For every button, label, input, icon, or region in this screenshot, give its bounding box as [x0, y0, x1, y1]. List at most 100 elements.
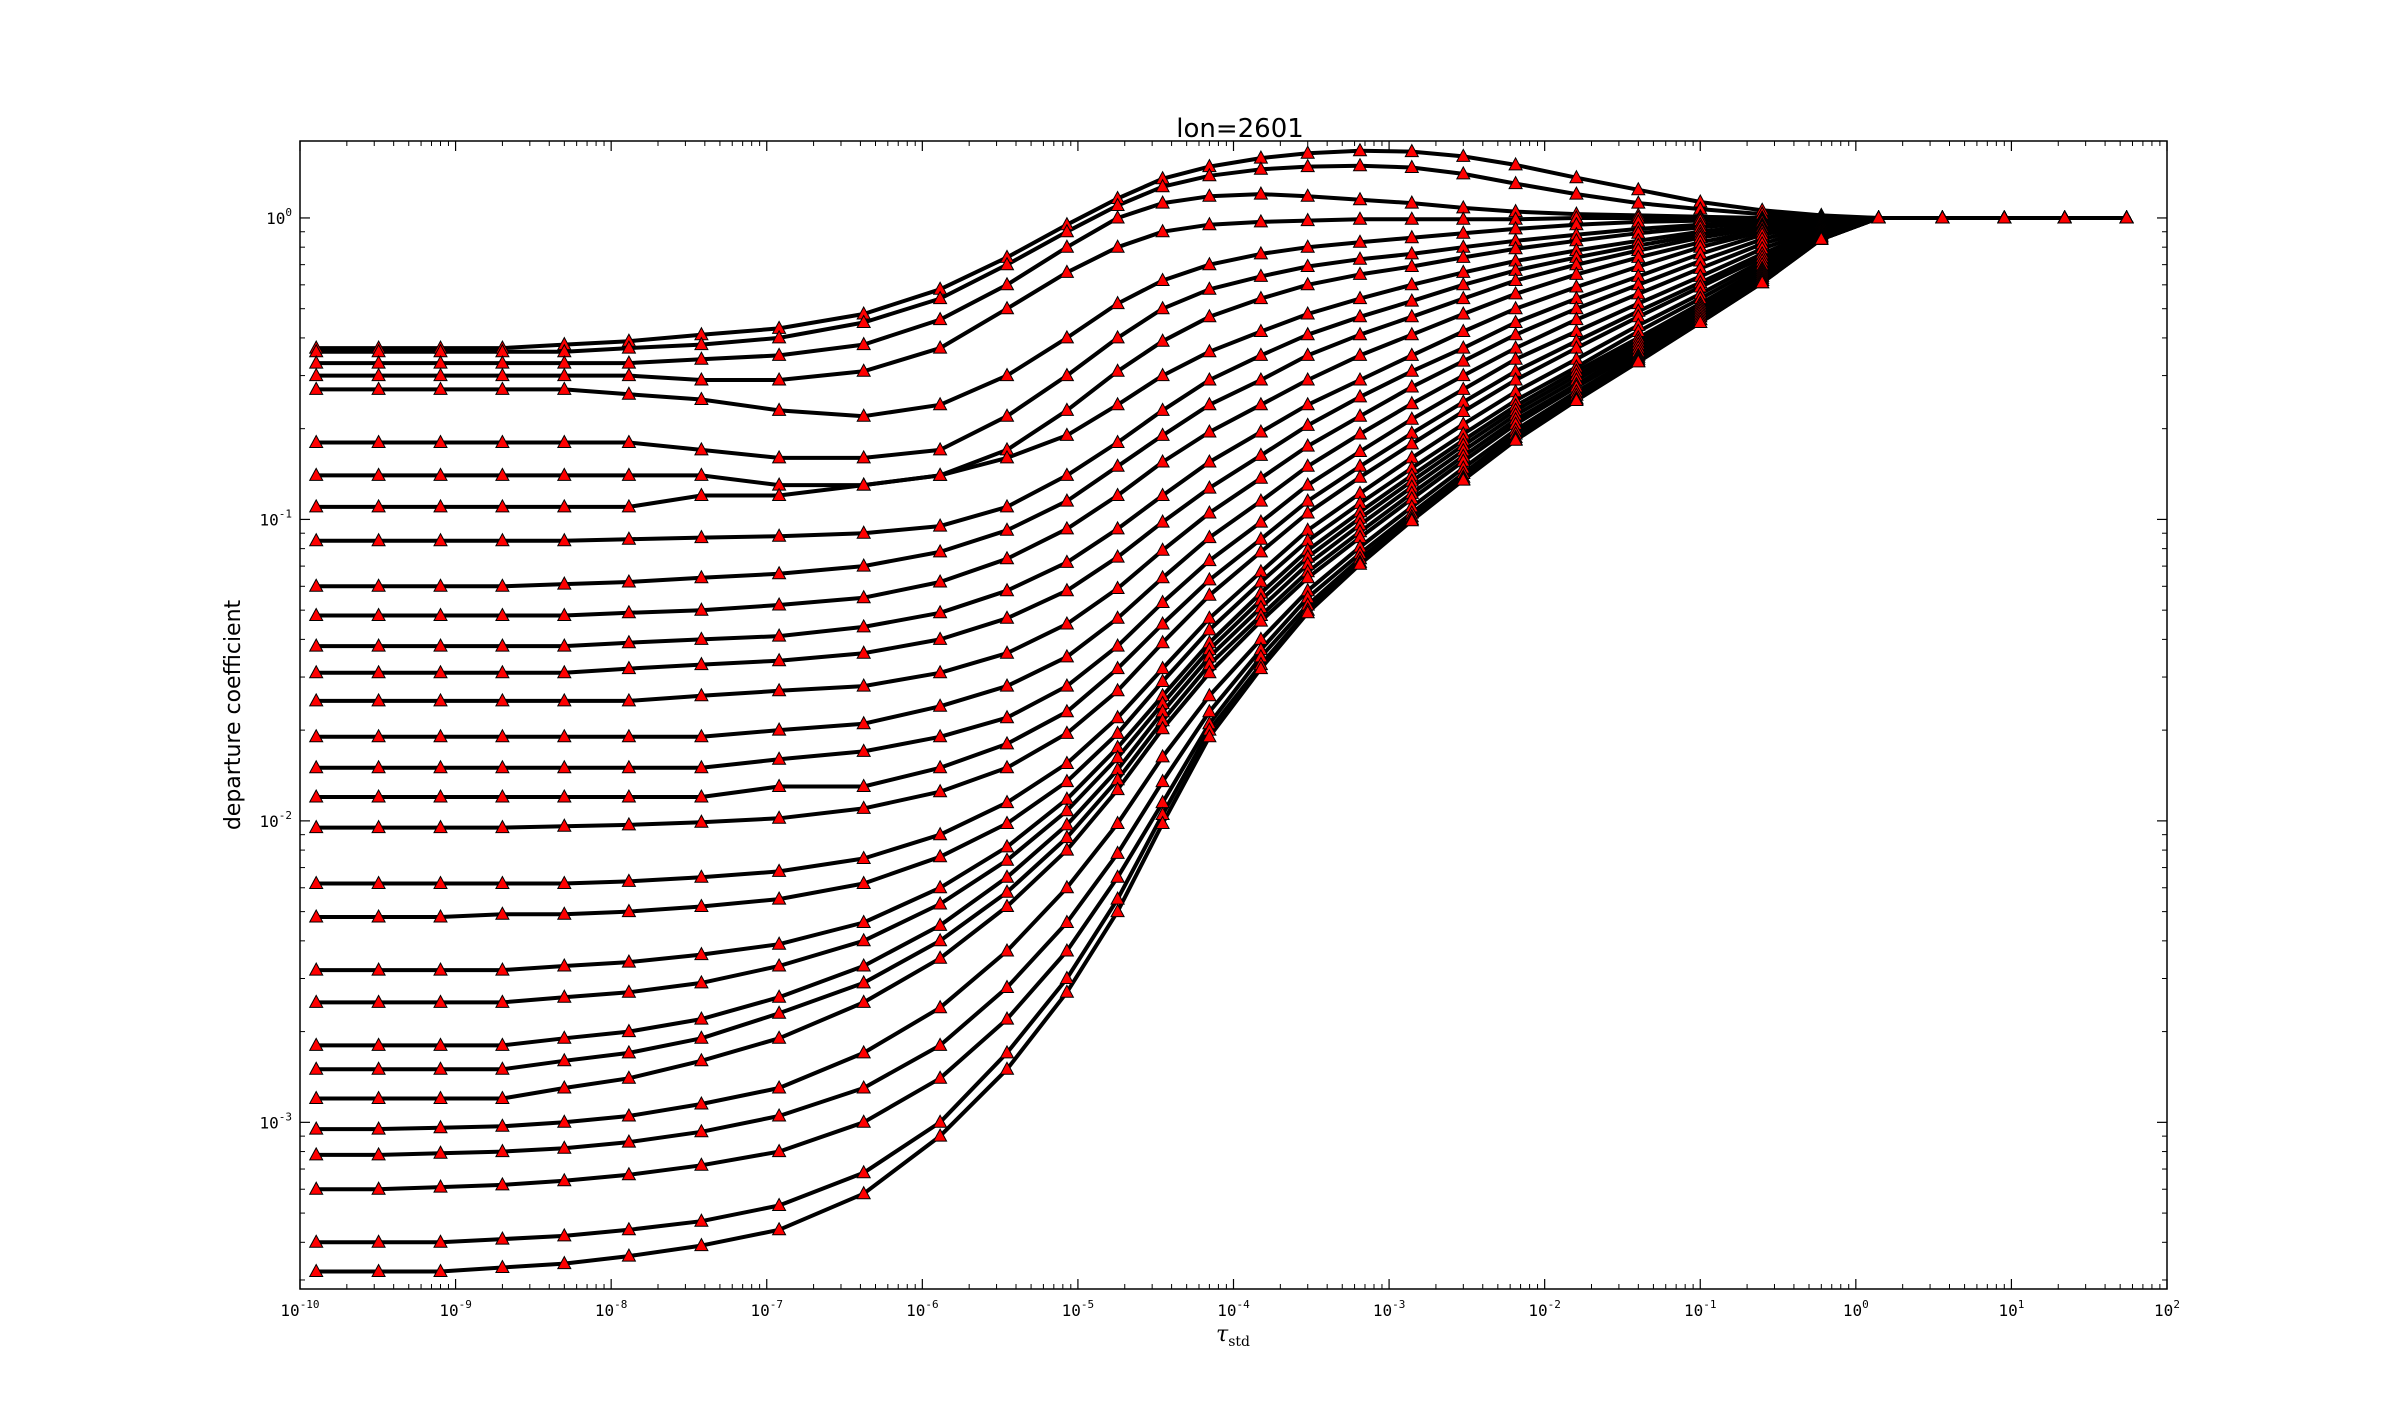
x-tick-label: 102 — [2154, 1298, 2180, 1320]
y-tick-label-exponent: -1 — [279, 507, 292, 520]
series-14-marker-6 — [621, 692, 637, 707]
series-18-marker-7 — [694, 814, 709, 828]
x-tick-label-base: 10 — [906, 1301, 925, 1320]
x-tick-label-base: 10 — [1843, 1301, 1862, 1320]
series-28-marker-13 — [1110, 869, 1125, 883]
series-25-marker-16 — [1253, 613, 1269, 627]
series-15-marker-5 — [556, 728, 572, 743]
x-tick-label-exponent: 0 — [1862, 1298, 1869, 1311]
series-11-marker-9 — [856, 589, 872, 604]
x-axis-label-symbol: τ — [1216, 1322, 1229, 1347]
series-10-marker-9 — [856, 558, 872, 572]
plot-area — [299, 140, 2168, 1290]
series-13-marker-3 — [433, 664, 448, 679]
series-18-marker-17 — [1300, 504, 1316, 519]
series-10-marker-6 — [621, 573, 637, 588]
series-29-marker-5 — [556, 1227, 572, 1242]
series-12-marker-7 — [694, 631, 709, 645]
series-18-marker-19 — [1404, 435, 1420, 450]
series-10-marker-17 — [1300, 347, 1316, 361]
series-4-marker-8 — [771, 371, 787, 386]
series-23-marker-5 — [556, 1030, 572, 1044]
x-tick-label-base: 10 — [280, 1301, 299, 1320]
series-15-marker-19 — [1404, 395, 1420, 410]
series-14-marker-5 — [556, 692, 572, 707]
series-8-marker-1 — [308, 498, 324, 513]
series-14-marker-14 — [1155, 542, 1170, 556]
series-11-marker-17 — [1300, 371, 1316, 386]
series-11-marker-1 — [308, 607, 324, 621]
series-27-marker-8 — [771, 1107, 787, 1122]
x-tick-label-exponent: -8 — [614, 1298, 627, 1311]
series-10-marker-3 — [433, 578, 448, 592]
series-30-marker-26 — [1813, 231, 1829, 245]
chart-title: lon=2601 — [1176, 114, 1304, 144]
series-4-marker-6 — [621, 367, 637, 382]
series-30-marker-27 — [1871, 209, 1886, 224]
series-10-marker-4 — [495, 578, 510, 592]
series-26-marker-6 — [621, 1107, 637, 1122]
series-11-marker-5 — [556, 607, 572, 621]
series-22-marker-12 — [1059, 802, 1075, 817]
series-4-marker-3 — [433, 367, 448, 382]
series-4-marker-17 — [1300, 212, 1316, 227]
series-3-marker-17 — [1300, 188, 1316, 202]
series-10-marker-15 — [1202, 396, 1217, 411]
series-13-marker-13 — [1110, 549, 1125, 563]
series-17-marker-12 — [1059, 703, 1075, 718]
series-16-marker-7 — [694, 759, 709, 774]
x-tick-label-exponent: 1 — [2018, 1298, 2025, 1311]
series-5-marker-16 — [1253, 245, 1269, 260]
series-27-marker-10 — [932, 1037, 948, 1051]
series-19-marker-1 — [308, 875, 324, 889]
series-14-marker-2 — [371, 692, 386, 707]
series-18-marker-6 — [621, 816, 637, 831]
series-3-marker-11 — [999, 276, 1015, 291]
series-12-marker-8 — [771, 628, 787, 642]
series-22-marker-7 — [694, 974, 709, 989]
series-12-marker-16 — [1253, 423, 1269, 438]
series-14-marker-11 — [999, 645, 1015, 659]
series-24-marker-9 — [856, 974, 872, 989]
series-28-marker-2 — [371, 1181, 386, 1195]
series-11-marker-6 — [621, 604, 637, 619]
series-20-marker-9 — [856, 875, 872, 889]
series-5-marker-6 — [621, 386, 637, 400]
series-4-marker-16 — [1253, 213, 1269, 228]
series-9-marker-10 — [932, 518, 948, 532]
series-2-marker-14 — [1155, 178, 1170, 193]
series-18-marker-15 — [1202, 587, 1217, 601]
series-13-marker-6 — [621, 660, 637, 675]
series-30-marker-22 — [1569, 392, 1584, 406]
series-9-marker-4 — [495, 532, 510, 547]
series-15-marker-9 — [856, 715, 872, 730]
series-21-marker-10 — [932, 879, 948, 894]
y-tick-label: 10-1 — [259, 507, 292, 529]
series-13-marker-5 — [556, 664, 572, 679]
series-12-marker-3 — [433, 638, 448, 652]
series-22-marker-10 — [932, 895, 948, 910]
series-14-marker-13 — [1110, 580, 1125, 594]
series-2-marker-16 — [1253, 161, 1269, 175]
series-30-marker-14 — [1155, 815, 1170, 829]
x-tick-label-exponent: -7 — [770, 1298, 783, 1311]
series-6-marker-13 — [1110, 329, 1125, 344]
series-11-marker-3 — [433, 607, 448, 621]
series-14-marker-8 — [771, 682, 787, 697]
series-13-marker-18 — [1352, 388, 1368, 403]
series-23-marker-4 — [495, 1037, 510, 1051]
series-13-marker-1 — [308, 664, 324, 679]
series-28-marker-1 — [308, 1181, 324, 1195]
series-22-marker-2 — [371, 994, 386, 1008]
series-14-marker-3 — [433, 692, 448, 707]
series-7-marker-17 — [1300, 276, 1316, 291]
series-3-marker-9 — [856, 336, 872, 351]
series-3-marker-12 — [1059, 239, 1075, 253]
series-15-marker-18 — [1352, 425, 1368, 440]
series-13-marker-8 — [771, 652, 787, 667]
x-axis-label-subscript: std — [1228, 1334, 1250, 1350]
series-28-marker-5 — [556, 1172, 572, 1187]
series-7-marker-16 — [1253, 290, 1269, 305]
series-22-marker-4 — [495, 994, 510, 1008]
series-16-marker-19 — [1404, 411, 1420, 425]
